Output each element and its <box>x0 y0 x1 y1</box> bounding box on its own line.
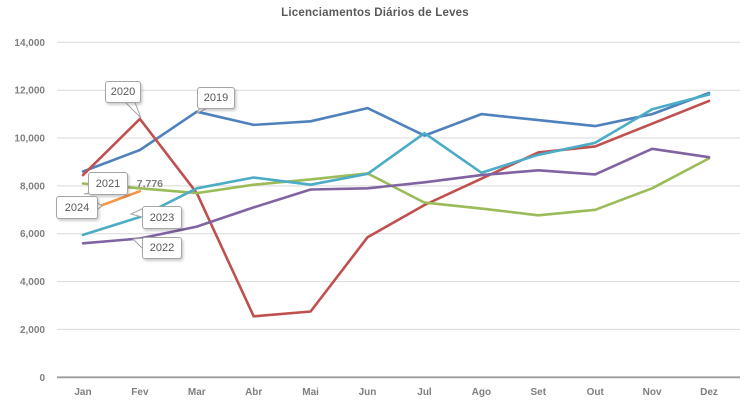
y-tick-label: 12,000 <box>14 86 45 97</box>
series-line-2019 <box>81 91 711 173</box>
series-callout-2024: 2024 <box>56 196 98 219</box>
y-tick-label: 10,000 <box>14 134 45 145</box>
x-tick-label-Dez: Dez <box>700 387 718 398</box>
y-tick-label: 2,000 <box>20 325 45 336</box>
y-tick-label: 0 <box>39 373 45 384</box>
x-tick-label-Mai: Mai <box>302 387 319 398</box>
series-callout-2020: 2020 <box>105 81 141 103</box>
y-tick-label: 8,000 <box>20 181 45 192</box>
x-tick-label-Jan: Jan <box>74 387 91 398</box>
series-callout-2022: 2022 <box>142 237 182 259</box>
x-tick-label-Out: Out <box>587 387 605 398</box>
y-tick-label: 14,000 <box>14 38 45 49</box>
series-callout-2023-label: 2023 <box>149 211 175 224</box>
series-line-2020 <box>81 99 711 318</box>
series-callout-2019-label: 2019 <box>203 92 229 104</box>
y-tick-label: 6,000 <box>20 229 45 240</box>
x-tick-label-Jul: Jul <box>417 387 432 398</box>
x-tick-label-Fev: Fev <box>131 387 149 398</box>
data-label-7776: 7,776 <box>137 178 163 190</box>
x-tick-label-Set: Set <box>531 387 547 398</box>
y-tick-label: 4,000 <box>20 277 45 288</box>
x-tick-label-Ago: Ago <box>472 387 491 398</box>
x-tick-label-Abr: Abr <box>245 387 262 398</box>
series-callout-2021-label: 2021 <box>95 177 121 190</box>
series-callout-2020-label: 2020 <box>110 86 136 98</box>
series-callout-2019: 2019 <box>197 87 235 109</box>
series-callout-2022-label: 2022 <box>149 242 175 254</box>
series-line-2023 <box>81 93 711 237</box>
series-callout-2021: 2021 <box>88 172 128 195</box>
series-callout-2023: 2023 <box>142 206 182 229</box>
chart-title: Licenciamentos Diários de Leves <box>281 7 469 19</box>
x-tick-label-Jun: Jun <box>359 387 377 398</box>
x-tick-label-Nov: Nov <box>643 387 662 398</box>
series-callout-2024-label: 2024 <box>64 201 90 214</box>
x-tick-label-Mar: Mar <box>188 387 206 398</box>
series-line-2022 <box>81 147 711 245</box>
